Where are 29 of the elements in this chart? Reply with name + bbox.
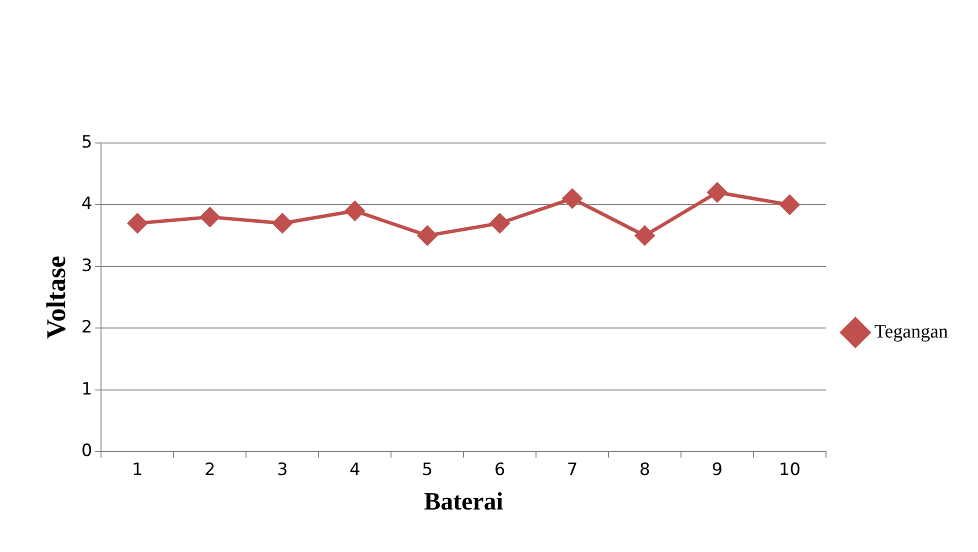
y-tick-label: 3 bbox=[81, 256, 92, 276]
y-tick-label: 5 bbox=[81, 132, 92, 152]
point bbox=[200, 207, 220, 227]
y-axis-title: Voltase bbox=[41, 256, 72, 339]
point bbox=[562, 188, 582, 208]
point bbox=[128, 213, 148, 233]
x-tick-label: 1 bbox=[132, 460, 143, 480]
y-tick-label: 0 bbox=[81, 441, 92, 462]
x-tick-label: 4 bbox=[349, 460, 360, 480]
point bbox=[780, 194, 800, 214]
x-tick-label: 10 bbox=[778, 460, 801, 480]
x-axis-title: Baterai bbox=[424, 488, 504, 516]
point bbox=[272, 213, 292, 233]
y-tick-label: 4 bbox=[81, 194, 92, 214]
x-tick-label: 5 bbox=[422, 460, 433, 480]
point bbox=[490, 213, 510, 233]
x-tick-label: 7 bbox=[566, 460, 578, 480]
legend-label: Tegangan bbox=[874, 321, 948, 342]
point bbox=[634, 226, 654, 246]
y-tick-label: 1 bbox=[81, 379, 92, 400]
point bbox=[345, 201, 365, 221]
x-tick-label: 2 bbox=[204, 460, 216, 480]
point bbox=[418, 226, 438, 246]
x-tick-label: 3 bbox=[276, 460, 288, 480]
x-tick-label: 6 bbox=[494, 460, 506, 480]
y-tick-label: 2 bbox=[81, 318, 92, 338]
point bbox=[707, 182, 727, 202]
x-tick-label: 9 bbox=[712, 460, 723, 480]
x-tick-label: 8 bbox=[639, 460, 650, 480]
